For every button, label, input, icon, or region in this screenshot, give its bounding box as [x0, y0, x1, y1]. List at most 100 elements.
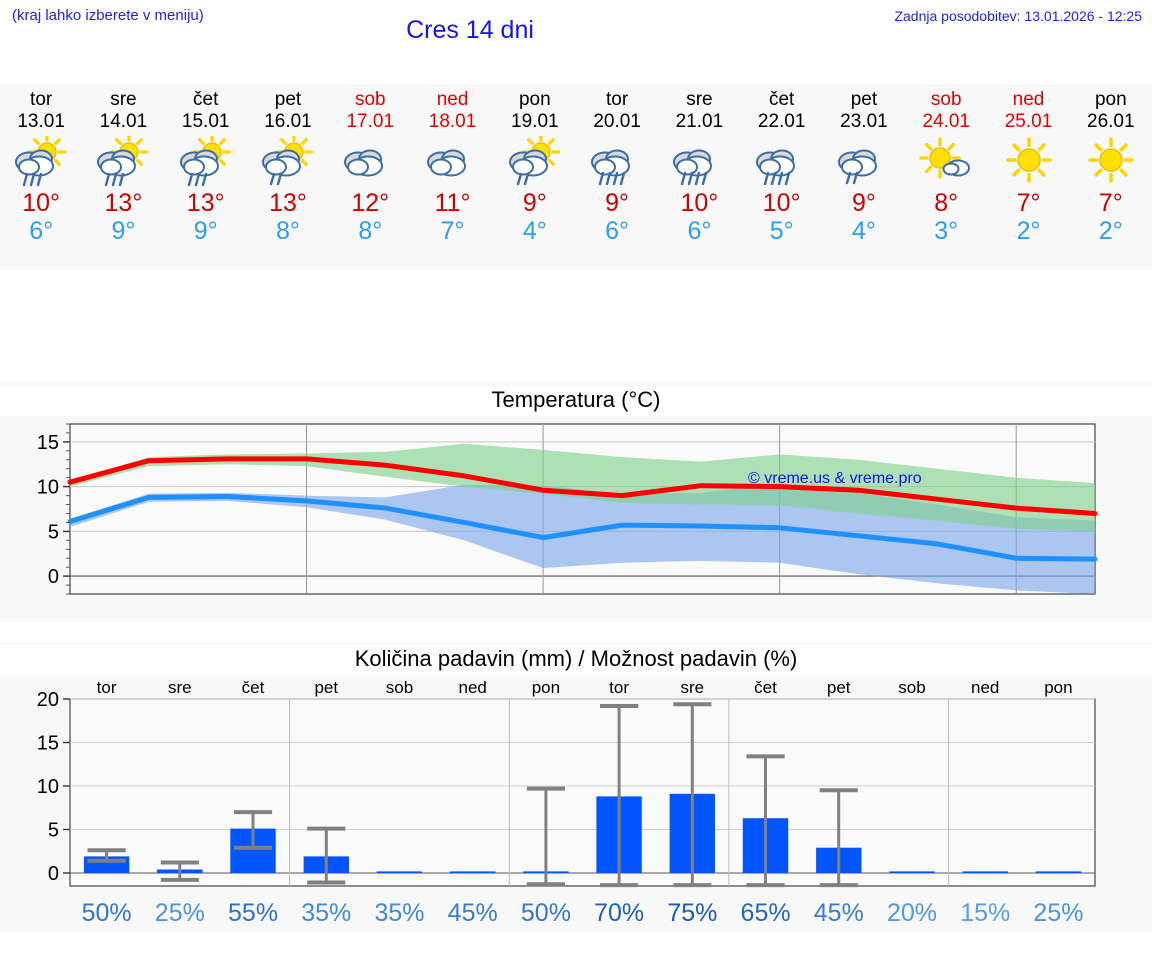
day-temp-max: 13°: [186, 188, 225, 217]
svg-text:pet: pet: [827, 678, 851, 697]
forecast-day-column[interactable]: sob 24.01 8° 3°: [905, 84, 987, 270]
day-temp-max: 9°: [522, 188, 547, 217]
forecast-day-column[interactable]: čet 22.01 10° 5°: [741, 84, 823, 270]
day-date: 26.01: [1087, 111, 1135, 133]
forecast-day-column[interactable]: ned 18.01 11° 7°: [411, 84, 493, 270]
sunny-icon: [1075, 136, 1147, 188]
day-temp-max: 7°: [1016, 188, 1041, 217]
day-temp-min: 2°: [1016, 216, 1041, 245]
precipitation-probability-label: 45%: [813, 899, 864, 927]
precipitation-probability-label: 70%: [594, 899, 645, 927]
precipitation-probability-label: 75%: [667, 899, 718, 927]
day-temp-max: 13°: [104, 188, 143, 217]
day-temp-min: 2°: [1098, 216, 1123, 245]
day-temp-min: 4°: [522, 216, 547, 245]
svg-text:0: 0: [48, 863, 59, 885]
day-name: pet: [274, 89, 302, 110]
svg-text:tor: tor: [609, 678, 629, 697]
day-date: 16.01: [264, 111, 312, 133]
forecast-day-column[interactable]: sre 21.01 10° 6°: [658, 84, 740, 270]
svg-text:čet: čet: [242, 678, 265, 697]
svg-text:pet: pet: [314, 678, 338, 697]
svg-text:10: 10: [37, 776, 59, 798]
day-name: pon: [1094, 89, 1127, 110]
day-temp-max: 12°: [351, 188, 390, 217]
svg-text:pon: pon: [532, 678, 560, 697]
day-date: 18.01: [428, 111, 477, 133]
precipitation-probability-label: 25%: [154, 899, 205, 927]
svg-text:ned: ned: [459, 678, 487, 697]
day-temp-max: 10°: [22, 188, 61, 217]
cloud-rain-icon: [746, 136, 818, 188]
day-date: 21.01: [675, 111, 724, 133]
precipitation-probability-label: 15%: [960, 899, 1011, 927]
day-date: 19.01: [511, 111, 559, 133]
svg-text:15: 15: [37, 432, 59, 454]
precipitation-probability-label: 50%: [81, 899, 132, 927]
precipitation-probability-label: 35%: [301, 899, 352, 927]
svg-text:sob: sob: [898, 678, 925, 697]
svg-text:tor: tor: [97, 678, 117, 697]
svg-text:20: 20: [37, 689, 59, 711]
precipitation-probability-label: 55%: [228, 899, 279, 927]
precipitation-probability-label: 25%: [1033, 899, 1084, 927]
forecast-day-column[interactable]: čet 15.01 13° 9°: [165, 84, 247, 270]
page-title: Cres 14 dni: [406, 16, 534, 44]
day-temp-max: 13°: [269, 188, 307, 217]
day-date: 23.01: [840, 111, 888, 133]
cloud-rain-icon: [581, 136, 653, 188]
day-temp-min: 3°: [934, 216, 959, 245]
cloud-rain-icon: [663, 136, 735, 188]
forecast-day-column[interactable]: sre 14.01 13° 9°: [82, 84, 164, 270]
day-date: 22.01: [757, 111, 806, 133]
daily-forecast-strip: tor 13.01 10° 6° sre 14.01 13° 9° čet 15.01 13° 9° p…: [0, 84, 1152, 270]
day-temp-max: 8°: [934, 188, 959, 217]
day-temp-max: 11°: [434, 188, 471, 217]
forecast-day-column[interactable]: pon 26.01 7° 2°: [1070, 84, 1152, 270]
sun-cloud-drizzle-icon: [252, 135, 324, 188]
day-name: čet: [768, 89, 795, 110]
svg-text:ned: ned: [971, 678, 999, 697]
last-updated-text: Zadnja posodobitev: 13.01.2026 - 12:25: [894, 8, 1142, 24]
sun-cloud-rain-icon: [5, 135, 77, 188]
day-name: sob: [354, 89, 386, 110]
forecast-day-column[interactable]: ned 25.01 7° 2°: [987, 84, 1069, 270]
cloudy-icon: [334, 136, 406, 188]
watermark-text: © vreme.us & vreme.pro: [748, 470, 922, 487]
day-name: ned: [1012, 89, 1045, 110]
day-date: 25.01: [1004, 111, 1053, 133]
day-temp-min: 7°: [440, 216, 465, 245]
svg-text:5: 5: [48, 820, 59, 842]
svg-text:sre: sre: [168, 678, 192, 697]
day-temp-max: 10°: [762, 188, 801, 217]
forecast-day-column[interactable]: pet 23.01 9° 4°: [823, 84, 905, 270]
forecast-day-column[interactable]: tor 13.01 10° 6°: [0, 84, 82, 270]
day-date: 15.01: [181, 111, 230, 133]
day-temp-min: 6°: [687, 216, 712, 245]
svg-text:čet: čet: [754, 678, 777, 697]
day-name: tor: [30, 89, 53, 110]
forecast-day-column[interactable]: tor 20.01 9° 6°: [576, 84, 658, 270]
page-header: (kraj lahko izberete v meniju) Cres 14 d…: [0, 0, 1152, 44]
sun-cloud-rain-icon: [170, 135, 242, 188]
day-name: sob: [930, 89, 962, 110]
svg-text:10: 10: [37, 477, 59, 499]
day-temp-min: 5°: [769, 216, 794, 245]
day-temp-max: 9°: [852, 188, 876, 217]
day-name: tor: [606, 89, 629, 110]
day-name: ned: [436, 89, 469, 110]
forecast-day-column[interactable]: pon 19.01 9° 4°: [494, 84, 576, 270]
day-temp-min: 9°: [193, 216, 218, 245]
precipitation-probability-label: 35%: [374, 899, 425, 927]
day-temp-max: 10°: [680, 188, 719, 217]
day-temp-min: 6°: [605, 216, 630, 245]
sun-cloud-rain-icon: [87, 135, 159, 188]
precipitation-chart: tor sre čet pet sob ned pon tor sre čet pet sob ned p…: [37, 678, 1096, 888]
day-name: sre: [110, 89, 137, 110]
sunny-icon: [993, 136, 1065, 188]
day-temp-min: 9°: [111, 216, 136, 245]
forecast-day-column[interactable]: pet 16.01 13° 8°: [247, 84, 329, 270]
day-temp-min: 8°: [358, 216, 383, 245]
forecast-day-column[interactable]: sob 17.01 12° 8°: [329, 84, 411, 270]
